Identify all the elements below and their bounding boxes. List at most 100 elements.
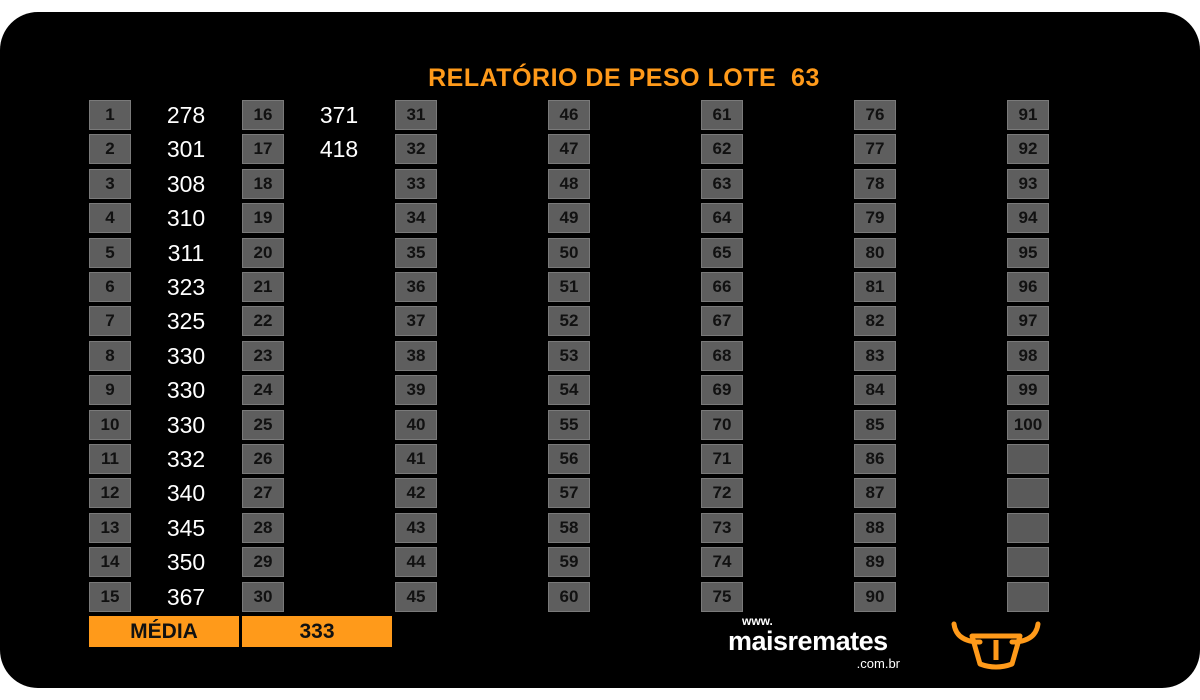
animal-number: 34 [395, 203, 437, 233]
animal-number: 23 [242, 341, 284, 371]
logo-name: maisremates [728, 626, 888, 656]
average-value: 333 [242, 616, 392, 647]
animal-number: 73 [701, 513, 743, 543]
animal-number: 18 [242, 169, 284, 199]
logo-www: www. [742, 614, 773, 628]
animal-number: 53 [548, 341, 590, 371]
animal-number: 17 [242, 134, 284, 164]
animal-number: 48 [548, 169, 590, 199]
animal-number: 59 [548, 547, 590, 577]
animal-number: 42 [395, 478, 437, 508]
animal-number: 61 [701, 100, 743, 130]
animal-number: 92 [1007, 134, 1049, 164]
animal-number: 98 [1007, 341, 1049, 371]
animal-number: 78 [854, 169, 896, 199]
animal-number: 74 [701, 547, 743, 577]
animal-number: 32 [395, 134, 437, 164]
animal-number: 20 [242, 238, 284, 268]
empty-cell [1007, 547, 1049, 577]
animal-number: 64 [701, 203, 743, 233]
animal-number: 14 [89, 547, 131, 577]
animal-number: 39 [395, 375, 437, 405]
animal-number: 52 [548, 306, 590, 336]
animal-number: 3 [89, 169, 131, 199]
animal-weight: 278 [166, 101, 206, 128]
animal-number: 80 [854, 238, 896, 268]
animal-number: 90 [854, 582, 896, 612]
animal-number: 57 [548, 478, 590, 508]
animal-weight: 308 [166, 170, 206, 197]
animal-number: 60 [548, 582, 590, 612]
empty-cell [1007, 478, 1049, 508]
animal-number: 51 [548, 272, 590, 302]
animal-number: 41 [395, 444, 437, 474]
animal-number: 79 [854, 203, 896, 233]
animal-number: 91 [1007, 100, 1049, 130]
animal-number: 11 [89, 444, 131, 474]
animal-number: 85 [854, 410, 896, 440]
animal-number: 30 [242, 582, 284, 612]
animal-number: 72 [701, 478, 743, 508]
animal-number: 70 [701, 410, 743, 440]
animal-number: 87 [854, 478, 896, 508]
animal-number: 31 [395, 100, 437, 130]
animal-number: 83 [854, 341, 896, 371]
animal-number: 28 [242, 513, 284, 543]
animal-number: 37 [395, 306, 437, 336]
animal-number: 62 [701, 134, 743, 164]
animal-number: 96 [1007, 272, 1049, 302]
animal-number: 21 [242, 272, 284, 302]
animal-number: 89 [854, 547, 896, 577]
logo-domain: .com.br [856, 656, 900, 671]
animal-number: 93 [1007, 169, 1049, 199]
animal-number: 88 [854, 513, 896, 543]
animal-weight: 345 [166, 514, 206, 541]
animal-number: 45 [395, 582, 437, 612]
animal-number: 13 [89, 513, 131, 543]
animal-number: 49 [548, 203, 590, 233]
animal-number: 29 [242, 547, 284, 577]
animal-number: 46 [548, 100, 590, 130]
animal-number: 56 [548, 444, 590, 474]
animal-number: 97 [1007, 306, 1049, 336]
animal-number: 67 [701, 306, 743, 336]
bull-head-icon [951, 621, 1041, 670]
animal-number: 77 [854, 134, 896, 164]
animal-weight: 310 [166, 204, 206, 231]
animal-weight: 330 [166, 342, 206, 369]
animal-number: 86 [854, 444, 896, 474]
animal-number: 8 [89, 341, 131, 371]
animal-number: 66 [701, 272, 743, 302]
animal-number: 1 [89, 100, 131, 130]
animal-number: 26 [242, 444, 284, 474]
animal-weight: 340 [166, 479, 206, 506]
animal-number: 47 [548, 134, 590, 164]
animal-number: 82 [854, 306, 896, 336]
animal-number: 55 [548, 410, 590, 440]
animal-number: 43 [395, 513, 437, 543]
animal-number: 33 [395, 169, 437, 199]
empty-cell [1007, 513, 1049, 543]
animal-number: 36 [395, 272, 437, 302]
animal-number: 75 [701, 582, 743, 612]
animal-number: 58 [548, 513, 590, 543]
animal-number: 40 [395, 410, 437, 440]
animal-number: 68 [701, 341, 743, 371]
animal-weight: 367 [166, 583, 206, 610]
animal-number: 50 [548, 238, 590, 268]
animal-number: 84 [854, 375, 896, 405]
empty-cell [1007, 444, 1049, 474]
animal-weight: 350 [166, 548, 206, 575]
animal-number: 16 [242, 100, 284, 130]
animal-number: 25 [242, 410, 284, 440]
animal-number: 100 [1007, 410, 1049, 440]
animal-weight: 418 [319, 135, 359, 162]
animal-number: 69 [701, 375, 743, 405]
average-label: MÉDIA [89, 616, 239, 647]
animal-number: 63 [701, 169, 743, 199]
animal-number: 44 [395, 547, 437, 577]
animal-number: 24 [242, 375, 284, 405]
animal-number: 99 [1007, 375, 1049, 405]
animal-number: 54 [548, 375, 590, 405]
report-title: RELATÓRIO DE PESO LOTE 63 [428, 64, 820, 92]
